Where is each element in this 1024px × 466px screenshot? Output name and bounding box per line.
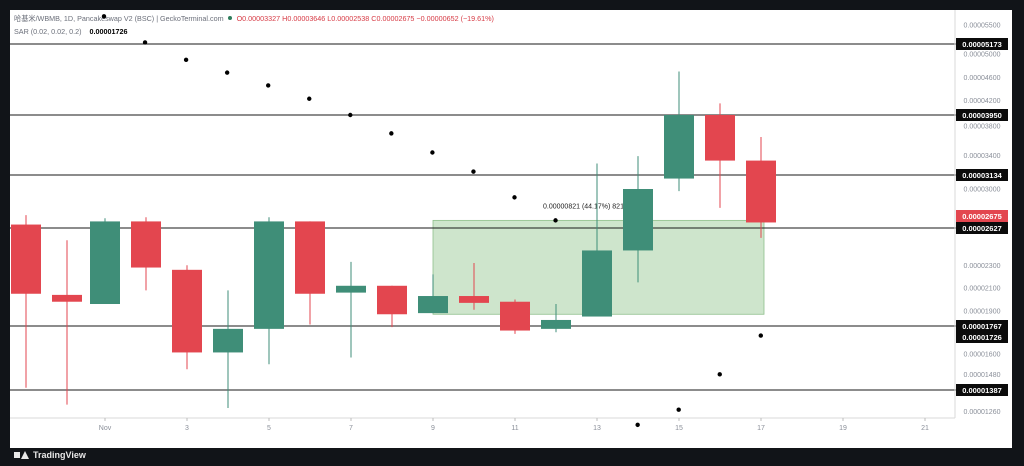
indicator-legend: SAR (0.02, 0.02, 0.2) 0.00001726 xyxy=(14,27,128,36)
footer-bar: TradingView xyxy=(10,448,1012,466)
market-status-icon xyxy=(227,16,232,20)
tradingview-logo: TradingView xyxy=(14,450,86,460)
indicator-label: SAR (0.02, 0.02, 0.2) xyxy=(14,27,82,36)
indicator-value: 0.00001726 xyxy=(89,27,128,36)
ohlc-line: O0.00003327 H0.00003646 L0.00002538 C0.0… xyxy=(236,14,494,23)
chart-panel: 哈基米/WBMB, 1D, Pancakeswap V2 (BSC) | Gec… xyxy=(10,10,1012,448)
symbol-line: 哈基米/WBMB, 1D, Pancakeswap V2 (BSC) | Gec… xyxy=(14,14,224,23)
tradingview-icon xyxy=(14,450,29,460)
tradingview-name: TradingView xyxy=(33,450,86,460)
chart-header: 哈基米/WBMB, 1D, Pancakeswap V2 (BSC) | Gec… xyxy=(14,14,494,24)
